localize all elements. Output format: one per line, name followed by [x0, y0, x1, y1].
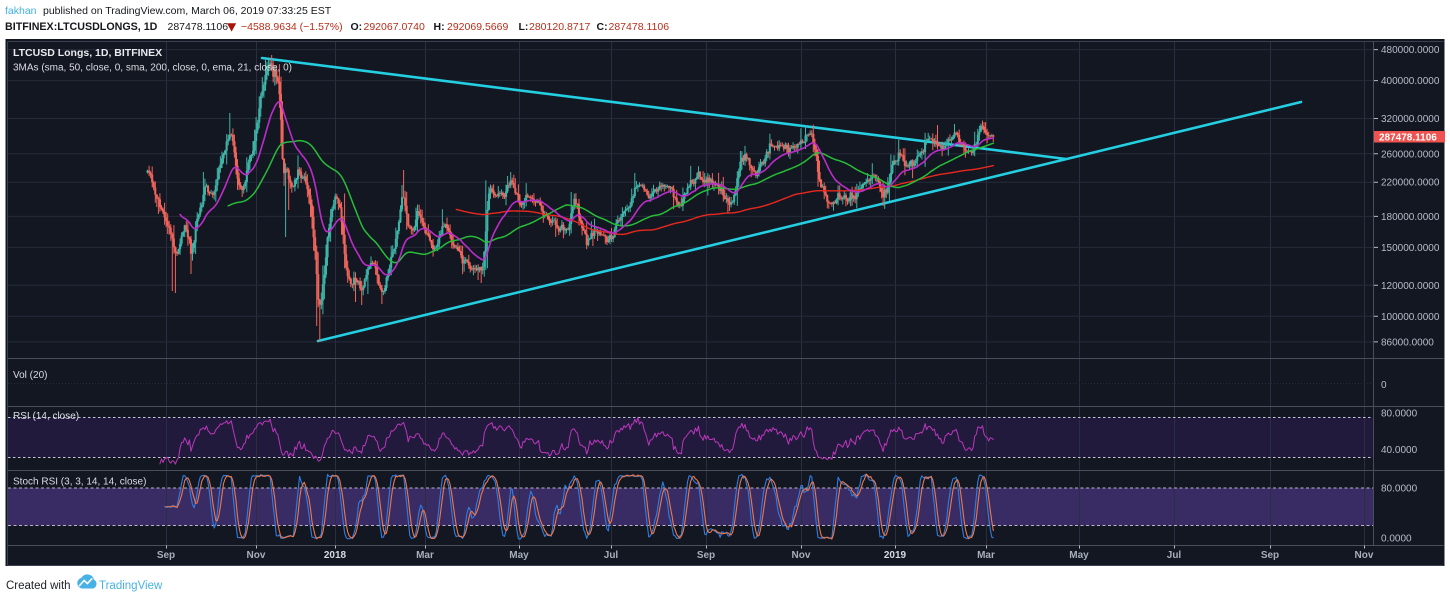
- svg-text:published on TradingView.com,: published on TradingView.com, March 06, …: [43, 5, 332, 17]
- svg-text:287478.1106: 287478.1106: [609, 21, 670, 33]
- svg-text:40.0000: 40.0000: [1381, 445, 1418, 456]
- svg-text:May: May: [509, 550, 529, 561]
- svg-text:TradingView: TradingView: [99, 580, 163, 592]
- svg-text:−4588.9634 (−1.57%): −4588.9634 (−1.57%): [241, 21, 343, 33]
- svg-text:Nov: Nov: [247, 550, 266, 561]
- svg-text:Nov: Nov: [792, 550, 811, 561]
- svg-text:287478.1106: 287478.1106: [168, 21, 229, 33]
- svg-text:Sep: Sep: [697, 550, 715, 561]
- svg-text:BITFINEX:LTCUSDLONGS, 1D: BITFINEX:LTCUSDLONGS, 1D: [5, 21, 158, 33]
- svg-text:80.0000: 80.0000: [1381, 408, 1418, 419]
- svg-text:2018: 2018: [324, 550, 347, 561]
- svg-text:fakhan: fakhan: [5, 5, 37, 17]
- svg-text:C:: C:: [597, 21, 608, 33]
- svg-text:Stoch RSI (3, 3, 14, 14, close: Stoch RSI (3, 3, 14, 14, close): [13, 477, 146, 488]
- svg-text:Vol (20): Vol (20): [13, 370, 47, 381]
- svg-text:180000.0000: 180000.0000: [1381, 212, 1440, 223]
- svg-text:292069.5669: 292069.5669: [447, 21, 508, 33]
- svg-text:0: 0: [1381, 380, 1387, 391]
- svg-text:RSI (14, close): RSI (14, close): [13, 411, 79, 422]
- svg-text:480000.0000: 480000.0000: [1381, 45, 1440, 56]
- svg-text:150000.0000: 150000.0000: [1381, 243, 1440, 254]
- svg-text:2019: 2019: [884, 550, 907, 561]
- svg-text:220000.0000: 220000.0000: [1381, 178, 1440, 189]
- svg-text:O:: O:: [351, 21, 363, 33]
- svg-text:LTCUSD Longs, 1D, BITFINEX: LTCUSD Longs, 1D, BITFINEX: [13, 47, 162, 59]
- svg-text:Nov: Nov: [1355, 550, 1374, 561]
- svg-text:Sep: Sep: [1261, 550, 1279, 561]
- svg-text:0.0000: 0.0000: [1381, 533, 1412, 544]
- svg-text:Sep: Sep: [157, 550, 175, 561]
- svg-text:100000.0000: 100000.0000: [1381, 312, 1440, 323]
- svg-text:292067.0740: 292067.0740: [364, 21, 425, 33]
- svg-text:H:: H:: [434, 21, 445, 33]
- svg-text:86000.0000: 86000.0000: [1381, 337, 1434, 348]
- svg-text:Created with: Created with: [6, 580, 71, 592]
- svg-text:Jul: Jul: [1167, 550, 1182, 561]
- svg-text:80.0000: 80.0000: [1381, 484, 1418, 495]
- svg-text:400000.0000: 400000.0000: [1381, 76, 1440, 87]
- svg-text:L:: L:: [519, 21, 529, 33]
- svg-text:Mar: Mar: [416, 550, 434, 561]
- svg-text:3MAs (sma, 50, close, 0, sma,: 3MAs (sma, 50, close, 0, sma, 200, close…: [13, 63, 292, 74]
- svg-text:320000.0000: 320000.0000: [1381, 114, 1440, 125]
- svg-text:120000.0000: 120000.0000: [1381, 281, 1440, 292]
- svg-text:Mar: Mar: [977, 550, 995, 561]
- svg-text:260000.0000: 260000.0000: [1381, 149, 1440, 160]
- svg-text:280120.8717: 280120.8717: [529, 21, 590, 33]
- svg-text:May: May: [1069, 550, 1089, 561]
- svg-text:287478.1106: 287478.1106: [1379, 133, 1437, 144]
- svg-text:Jul: Jul: [604, 550, 619, 561]
